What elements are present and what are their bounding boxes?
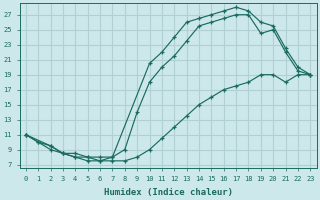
X-axis label: Humidex (Indice chaleur): Humidex (Indice chaleur) <box>104 188 233 197</box>
